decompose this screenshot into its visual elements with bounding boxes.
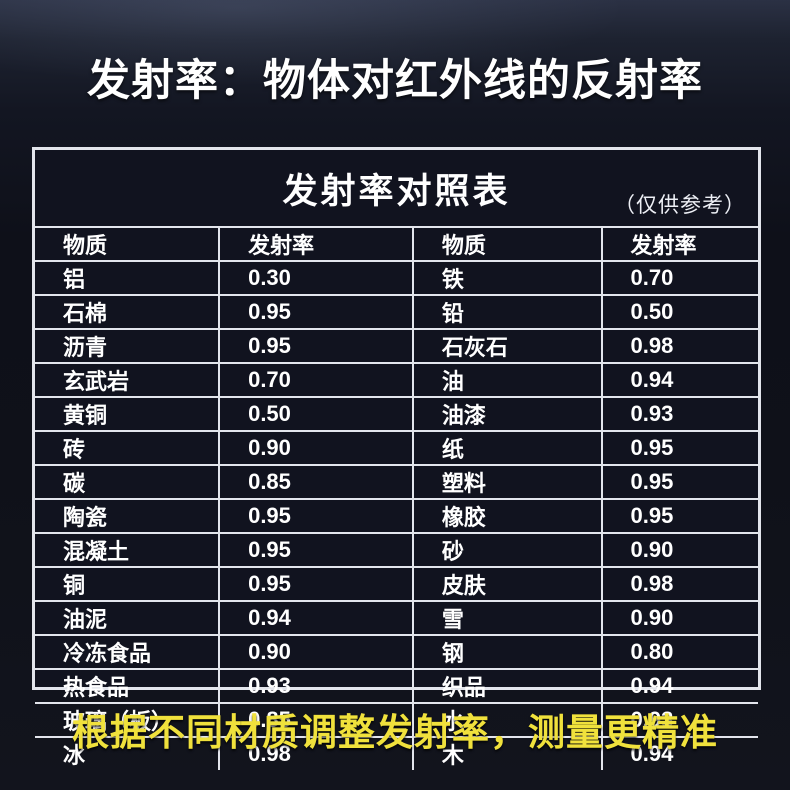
table-row: 陶瓷 0.95 橡胶 0.95 <box>35 500 758 534</box>
emissivity-cell: 0.94 <box>630 741 674 766</box>
col-header-emissivity-left: 发射率 <box>220 228 414 262</box>
slogan-text: 根据不同材质调整发射率，测量更精准 <box>72 712 718 753</box>
emissivity-cell: 0.50 <box>602 296 758 330</box>
emissivity-cell: 0.95 <box>220 330 414 364</box>
material-cell: 雪 <box>413 602 603 636</box>
emissivity-cell: 0.90 <box>220 636 414 670</box>
table-row: 黄铜 0.50 油漆 0.93 <box>35 398 758 432</box>
emissivity-cell: 0.95 <box>602 432 758 466</box>
material-cell: 油 <box>413 364 603 398</box>
material-cell: 混凝土 <box>35 534 221 568</box>
emissivity-cell: 0.95 <box>220 534 414 568</box>
table-row: 石棉 0.95 铅 0.50 <box>35 296 758 330</box>
table-row: 沥青 0.95 石灰石 0.98 <box>35 330 758 364</box>
emissivity-cell: 0.98 <box>602 330 758 364</box>
emissivity-cell: 0.90 <box>602 602 758 636</box>
material-cell: 织品 <box>413 670 603 704</box>
material-cell: 铜 <box>35 568 221 602</box>
material-cell: 砂 <box>413 534 603 568</box>
material-cell: 铅 <box>413 296 603 330</box>
emissivity-cell: 0.94 <box>602 670 758 704</box>
material-cell: 热食品 <box>35 670 221 704</box>
col-header-material-left: 物质 <box>35 228 221 262</box>
table-row: 冰 0.98 木 0.94 <box>35 738 758 770</box>
emissivity-cell: 0.98 <box>602 568 758 602</box>
material-cell: 塑料 <box>413 466 603 500</box>
table-note: （仅供参考） <box>614 194 746 217</box>
emissivity-cell: 0.95 <box>220 500 414 534</box>
emissivity-cell: 0.94 <box>220 602 414 636</box>
emissivity-cell: 0.93 <box>602 398 758 432</box>
emissivity-cell: 0.80 <box>602 636 758 670</box>
table-title-bar: 发射率对照表 （仅供参考） <box>35 150 758 228</box>
material-cell: 石灰石 <box>413 330 603 364</box>
emissivity-cell: 0.94 <box>602 364 758 398</box>
emissivity-cell: 0.70 <box>602 262 758 296</box>
material-cell: 玻璃（板） <box>35 704 221 738</box>
table-row: 碳 0.85 塑料 0.95 <box>35 466 758 500</box>
emissivity-table: 发射率对照表 （仅供参考） 物质 发射率 物质 发射率 铝 0.30 铁 0.7… <box>32 147 761 770</box>
header-row: 物质 发射率 物质 发射率 <box>35 228 758 262</box>
table-row: 玄武岩 0.70 油 0.94 <box>35 364 758 398</box>
material-cell: 钢 <box>413 636 603 670</box>
material-cell: 铝 <box>35 262 221 296</box>
emissivity-cell: 0.85 <box>220 466 414 500</box>
col-header-material-right: 物质 <box>413 228 603 262</box>
emissivity-cell: 0.90 <box>220 432 414 466</box>
material-cell: 纸 <box>413 432 603 466</box>
page-title: 发射率：物体对红外线的反射率 <box>87 57 703 105</box>
material-cell: 碳 <box>35 466 221 500</box>
material-cell: 玄武岩 <box>35 364 221 398</box>
material-cell: 油泥 <box>35 602 221 636</box>
material-cell: 砖 <box>35 432 221 466</box>
material-cell: 冰 <box>35 738 221 770</box>
table-title: 发射率对照表 <box>282 171 511 211</box>
emissivity-cell: 0.93 <box>220 670 414 704</box>
table-row: 砖 0.90 纸 0.95 <box>35 432 758 466</box>
table-row: 混凝土 0.95 砂 0.90 <box>35 534 758 568</box>
emissivity-cell: 0.95 <box>220 296 414 330</box>
material-cell: 沥青 <box>35 330 221 364</box>
table-row: 铝 0.30 铁 0.70 <box>35 262 758 296</box>
emissivity-cell: 0.98 <box>220 738 414 770</box>
emissivity-cell: 0.50 <box>220 398 414 432</box>
material-cell: 铁 <box>413 262 603 296</box>
material-cell: 黄铜 <box>35 398 221 432</box>
emissivity-cell: 0.95 <box>602 500 758 534</box>
table-row: 油泥 0.94 雪 0.90 <box>35 602 758 636</box>
material-cell: 水 <box>413 704 603 738</box>
emissivity-cell: 0.93 <box>602 704 758 738</box>
col-header-emissivity-right: 发射率 <box>602 228 758 262</box>
material-cell: 石棉 <box>35 296 221 330</box>
material-cell: 冷冻食品 <box>35 636 221 670</box>
table-row: 热食品 0.93 织品 0.94 <box>35 670 758 704</box>
material-cell: 皮肤 <box>413 568 603 602</box>
material-cell: 木 <box>414 738 603 770</box>
table-row: 玻璃（板） 0.85 水 0.93 <box>35 704 758 738</box>
emissivity-cell: 0.85 <box>220 704 414 738</box>
table-row: 冷冻食品 0.90 钢 0.80 <box>35 636 758 670</box>
material-cell: 橡胶 <box>413 500 603 534</box>
emissivity-data-grid: 物质 发射率 物质 发射率 铝 0.30 铁 0.70 石棉 0.95 铅 0.… <box>35 228 758 770</box>
emissivity-cell: 0.30 <box>220 262 414 296</box>
material-cell: 油漆 <box>413 398 603 432</box>
table-row: 铜 0.95 皮肤 0.98 <box>35 568 758 602</box>
material-cell: 陶瓷 <box>35 500 221 534</box>
emissivity-cell: 0.90 <box>602 534 758 568</box>
emissivity-cell: 0.95 <box>602 466 758 500</box>
emissivity-cell: 0.70 <box>220 364 414 398</box>
emissivity-cell: 0.95 <box>220 568 414 602</box>
